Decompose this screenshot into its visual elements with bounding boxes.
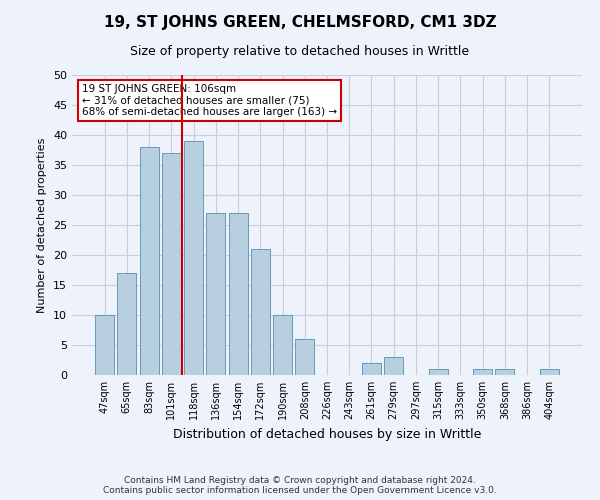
X-axis label: Distribution of detached houses by size in Writtle: Distribution of detached houses by size …	[173, 428, 481, 440]
Bar	[540, 369, 559, 375]
Bar	[162, 153, 181, 375]
Bar	[229, 213, 248, 375]
Bar	[206, 213, 225, 375]
Bar	[362, 363, 381, 375]
Text: 19 ST JOHNS GREEN: 106sqm
← 31% of detached houses are smaller (75)
68% of semi-: 19 ST JOHNS GREEN: 106sqm ← 31% of detac…	[82, 84, 337, 117]
Bar	[429, 369, 448, 375]
Text: Contains HM Land Registry data © Crown copyright and database right 2024.
Contai: Contains HM Land Registry data © Crown c…	[103, 476, 497, 495]
Bar	[496, 369, 514, 375]
Bar	[251, 249, 270, 375]
Bar	[140, 147, 158, 375]
Bar	[184, 141, 203, 375]
Bar	[384, 357, 403, 375]
Text: 19, ST JOHNS GREEN, CHELMSFORD, CM1 3DZ: 19, ST JOHNS GREEN, CHELMSFORD, CM1 3DZ	[104, 15, 496, 30]
Bar	[473, 369, 492, 375]
Text: Size of property relative to detached houses in Writtle: Size of property relative to detached ho…	[130, 45, 470, 58]
Bar	[95, 315, 114, 375]
Bar	[273, 315, 292, 375]
Y-axis label: Number of detached properties: Number of detached properties	[37, 138, 47, 312]
Bar	[295, 339, 314, 375]
Bar	[118, 273, 136, 375]
